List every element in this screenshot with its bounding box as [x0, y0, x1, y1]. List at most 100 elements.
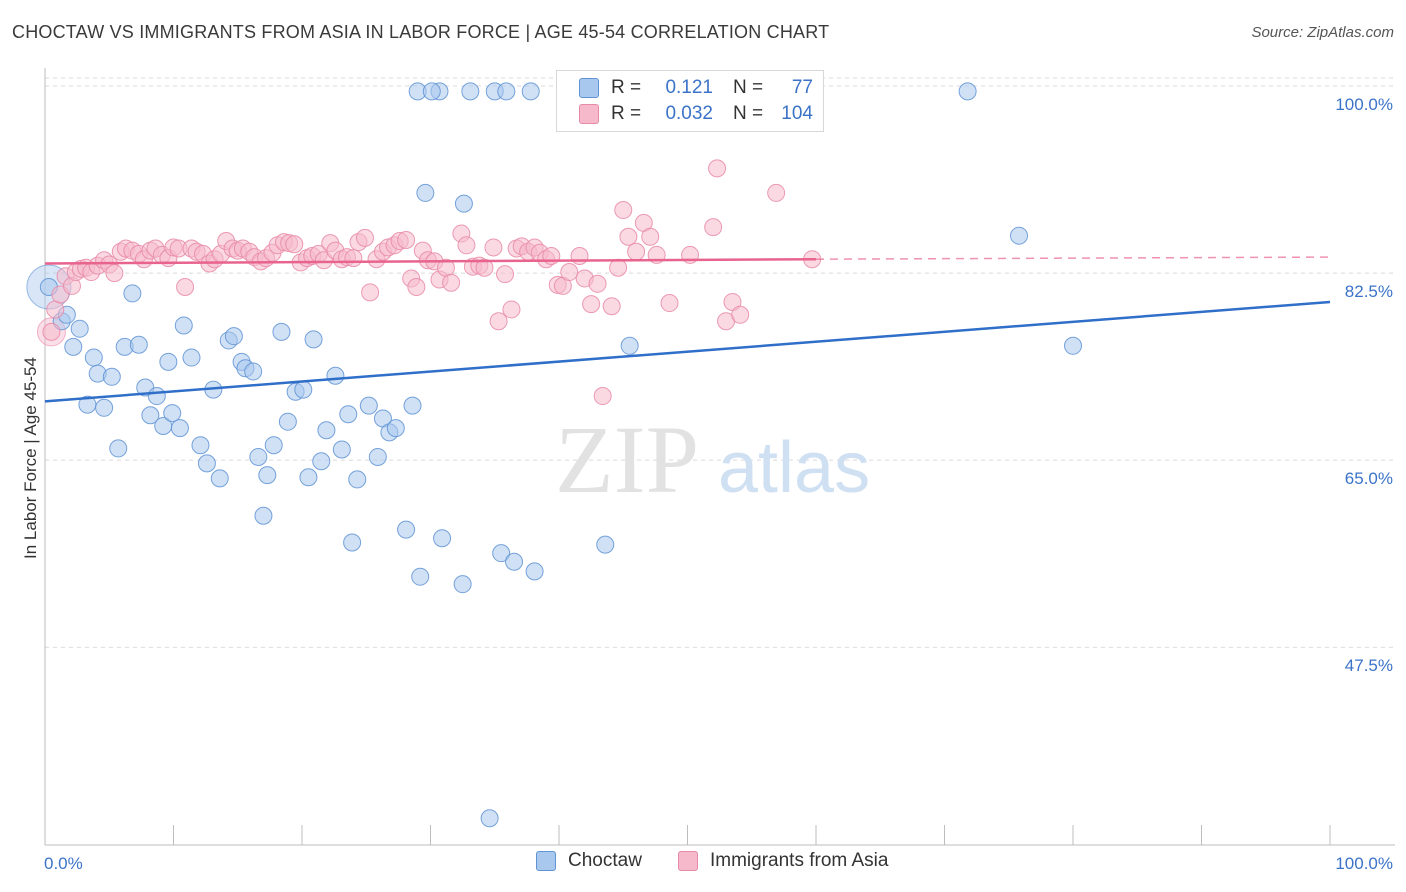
- choctaw-point: [453, 575, 472, 594]
- asia-point: [484, 238, 503, 257]
- choctaw-point: [304, 330, 323, 349]
- choctaw-point: [70, 319, 89, 338]
- asia-point: [641, 227, 660, 246]
- asia-point: [767, 183, 786, 202]
- choctaw-point: [433, 529, 452, 548]
- choctaw-point: [191, 436, 210, 455]
- choctaw-point: [123, 284, 142, 303]
- choctaw-point: [102, 367, 121, 386]
- asia-point: [609, 258, 628, 277]
- choctaw-point: [317, 421, 336, 440]
- asia-point: [627, 242, 646, 261]
- choctaw-point: [95, 398, 114, 417]
- choctaw-point: [249, 447, 268, 466]
- legend-r-value: 0.121: [665, 77, 713, 98]
- choctaw-point: [397, 520, 416, 539]
- x-tick-label: 0.0%: [44, 854, 83, 873]
- bottom-legend-label-asia: Immigrants from Asia: [710, 850, 889, 871]
- asia-point: [176, 278, 195, 296]
- asia-point: [46, 300, 65, 319]
- asia-point: [361, 283, 380, 302]
- bottom-legend-swatch-choctaw: [536, 851, 556, 871]
- choctaw-point: [174, 316, 193, 335]
- choctaw-point: [339, 405, 358, 424]
- choctaw-point: [348, 470, 367, 489]
- asia-trend-extension: [815, 256, 1331, 260]
- chart-title: CHOCTAW VS IMMIGRANTS FROM ASIA IN LABOR…: [12, 22, 830, 42]
- asia-point: [602, 297, 621, 316]
- choctaw-point: [461, 82, 480, 101]
- choctaw-point: [620, 336, 639, 355]
- y-axis-label: In Labor Force | Age 45-54: [21, 357, 40, 559]
- choctaw-point: [343, 533, 362, 552]
- asia-point: [593, 387, 612, 406]
- choctaw-point: [264, 436, 283, 455]
- choctaw-point: [224, 327, 243, 346]
- bottom-legend-choctaw: Choctaw: [536, 850, 642, 872]
- asia-point: [355, 228, 374, 247]
- bottom-legend-asia: Immigrants from Asia: [678, 850, 888, 872]
- legend-r-label: R =: [611, 77, 642, 98]
- choctaw-point: [480, 809, 499, 828]
- asia-point: [475, 258, 494, 277]
- watermark-atlas: atlas: [718, 428, 870, 508]
- asia-point: [407, 278, 426, 296]
- x-tick-label: 100.0%: [1335, 854, 1393, 873]
- legend-swatch-choctaw: [579, 78, 599, 98]
- labels-layer: 100.0% 82.5% 65.0% 47.5% 0.0% 100.0%: [44, 95, 1393, 873]
- choctaw-point: [596, 535, 615, 554]
- choctaw-point: [299, 468, 318, 487]
- choctaw-point: [312, 452, 331, 471]
- legend-n-value: 77: [791, 77, 813, 98]
- choctaw-point: [1010, 226, 1029, 245]
- choctaw-point: [182, 348, 201, 367]
- y-tick-label: 47.5%: [1345, 656, 1393, 675]
- choctaw-point: [359, 396, 378, 415]
- asia-point: [502, 300, 521, 319]
- y-tick-label: 65.0%: [1345, 469, 1393, 488]
- choctaw-point: [505, 552, 524, 571]
- choctaw-point: [210, 469, 229, 488]
- choctaw-point: [294, 380, 313, 399]
- axes-layer: [44, 68, 1395, 846]
- bottom-legend-label-choctaw: Choctaw: [568, 850, 642, 871]
- legend-n-label: N =: [733, 103, 764, 124]
- choctaw-point: [368, 447, 387, 466]
- watermark-zip: ZIP: [555, 406, 699, 513]
- choctaw-point: [197, 454, 216, 473]
- asia-point: [588, 274, 607, 293]
- source-credit: Source: ZipAtlas.com: [1251, 24, 1394, 41]
- trend-layer: [44, 256, 1331, 403]
- legend-r-label: R =: [611, 103, 642, 124]
- choctaw-point: [244, 362, 263, 381]
- choctaw-point: [326, 366, 345, 385]
- asia-point: [285, 235, 304, 254]
- choctaw-point: [525, 562, 544, 581]
- legend-row-asia: R = 0.032 N = 104: [579, 102, 813, 126]
- y-tick-label: 82.5%: [1345, 282, 1393, 301]
- asia-point: [708, 159, 727, 178]
- choctaw-point: [1064, 336, 1082, 355]
- choctaw-point: [492, 544, 511, 563]
- asia-point: [489, 312, 508, 331]
- asia-point: [42, 322, 61, 341]
- choctaw-point: [170, 419, 189, 438]
- legend-n-value: 104: [781, 103, 813, 124]
- choctaw-point: [403, 396, 422, 415]
- asia-point: [731, 305, 750, 324]
- choctaw-point: [254, 506, 273, 525]
- legend-row-choctaw: R = 0.121 N = 77: [579, 76, 813, 100]
- asia-point: [105, 264, 124, 283]
- asia-point: [314, 251, 333, 270]
- choctaw-point: [958, 82, 977, 101]
- correlation-legend: R = 0.121 N = 77 R = 0.032 N = 104: [556, 70, 824, 132]
- asia-point: [582, 295, 601, 314]
- choctaw-point: [129, 335, 148, 354]
- asia-point: [704, 218, 723, 237]
- choctaw-point: [163, 404, 182, 423]
- choctaw-point: [147, 387, 166, 406]
- asia-point: [442, 273, 461, 292]
- choctaw-point: [521, 82, 540, 101]
- choctaw-point: [332, 440, 351, 459]
- choctaw-point: [159, 352, 178, 371]
